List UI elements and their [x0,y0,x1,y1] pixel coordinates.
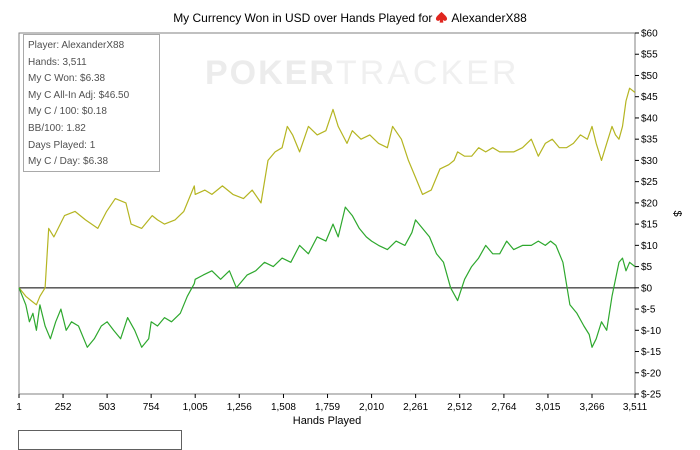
stats-box: Player: AlexanderX88 Hands: 3,511 My C W… [23,34,160,172]
y-tick-label: $25 [641,177,658,188]
y-tick-label: $-5 [641,305,656,316]
x-tick-label: 3,266 [579,402,604,413]
y-tick-label: $45 [641,92,658,103]
x-tick-label: 2,010 [359,402,384,413]
x-tick-label: 252 [55,402,72,413]
chart-title-text: My Currency Won in USD over Hands Played… [173,11,433,25]
y-tick-label: $-10 [641,326,661,337]
stat-allin-adj: My C All-In Adj: $46.50 [28,89,130,101]
x-tick-label: 1,005 [183,402,208,413]
watermark-part-1: POKER [205,54,336,92]
x-tick-label: 1,256 [227,402,252,413]
pokerstars-spade-icon [436,11,448,23]
chart-title-player: AlexanderX88 [451,11,527,25]
stat-days-played: Days Played: 1 [28,139,96,151]
stat-player: Player: AlexanderX88 [28,40,125,51]
x-tick-label: 754 [143,402,160,413]
y-axis-label: $ [671,210,683,216]
plot-area: $60 $55 $50 $45 $40 $35 $30 $25 $20 $15 $10 $5 $0 $-5… [16,29,683,428]
series-line-1 [18,87,636,306]
y-tick-label: $10 [641,241,658,252]
x-tick-label: 2,261 [403,402,428,413]
y-tick-label: $5 [641,262,653,273]
y-tick-label: $-25 [641,390,661,401]
y-tick-label: $35 [641,135,658,146]
pokertracker-watermark-logo: POKERTRACKER [205,54,519,93]
stat-per-100: My C / 100: $0.18 [28,106,107,118]
x-tick-label: 1,508 [271,402,296,413]
x-tick-label: 3,015 [535,402,560,413]
x-axis-label: Hands Played [293,415,362,427]
watermark-part-2: TRACKER [335,54,520,92]
plot-frame [18,32,636,395]
x-tick-label: 1,759 [315,402,340,413]
x-tick-label: 1 [16,402,22,413]
y-tick-label: $30 [641,156,658,167]
x-tick-label: 503 [99,402,116,413]
series-line-2 [18,206,636,348]
x-tick-label: 2,512 [447,402,472,413]
stat-won: My C Won: $6.38 [28,73,106,85]
stat-per-day: My C / Day: $6.38 [28,156,109,168]
y-tick-label: $-20 [641,368,661,379]
x-tick-label: 2,764 [491,402,516,413]
y-tick-label: $-15 [641,347,661,358]
x-tick-label: 3,511 [623,402,648,413]
y-tick-label: $60 [641,29,658,40]
y-tick-label: $55 [641,50,658,61]
y-tick-label: $15 [641,220,658,231]
y-tick-label: $50 [641,71,658,82]
stat-hands: Hands: 3,511 [28,56,87,68]
chart-title: My Currency Won in USD over Hands Played… [0,10,700,26]
stat-bb-100: BB/100: 1.82 [28,122,86,134]
y-tick-label: $0 [641,283,653,294]
y-tick-label: $20 [641,198,658,209]
y-tick-label: $40 [641,113,658,124]
legend-box [18,430,182,450]
